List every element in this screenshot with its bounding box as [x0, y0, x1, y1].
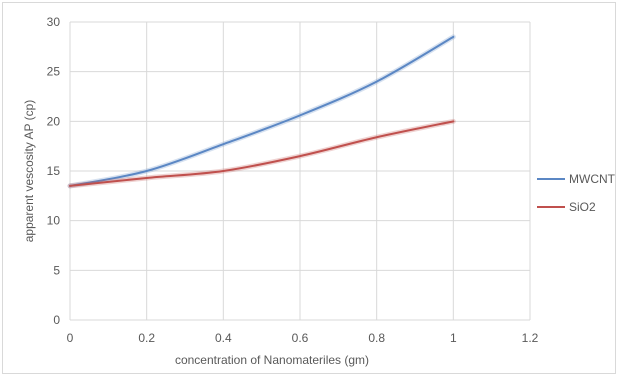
- x-tick-label: 1: [450, 331, 457, 345]
- series-lines: [67, 34, 456, 189]
- axes: 0 5 10 15 20 25 30 0 0.2 0.4 0.6 0.8 1 1.2: [47, 15, 539, 345]
- x-tick-label: 0.6: [292, 331, 309, 345]
- x-tick-label: 0.2: [138, 331, 155, 345]
- legend-label: SiO2: [569, 200, 596, 214]
- y-tick-label: 15: [47, 164, 61, 178]
- y-tick-label: 30: [47, 15, 61, 29]
- x-tick-label: 0: [67, 331, 74, 345]
- y-tick-label: 25: [47, 65, 61, 79]
- y-tick-label: 20: [47, 114, 61, 128]
- legend: MWCNT SiO2: [537, 172, 616, 214]
- x-tick-label: 0.4: [215, 331, 232, 345]
- x-tick-label: 1.2: [522, 331, 539, 345]
- chart-frame: [2, 2, 616, 374]
- y-tick-label: 0: [53, 313, 60, 327]
- series-line-sio2: [69, 120, 455, 187]
- x-tick-label: 0.8: [368, 331, 385, 345]
- y-tick-label: 10: [47, 214, 61, 228]
- y-axis-title: apparent vescosity AP (cp): [22, 100, 36, 243]
- x-axis-title: concentration of Nanomateriles (gm): [175, 353, 369, 367]
- series-line-mwcnt: [69, 35, 455, 187]
- y-tick-label: 5: [53, 263, 60, 277]
- legend-label: MWCNT: [569, 172, 616, 186]
